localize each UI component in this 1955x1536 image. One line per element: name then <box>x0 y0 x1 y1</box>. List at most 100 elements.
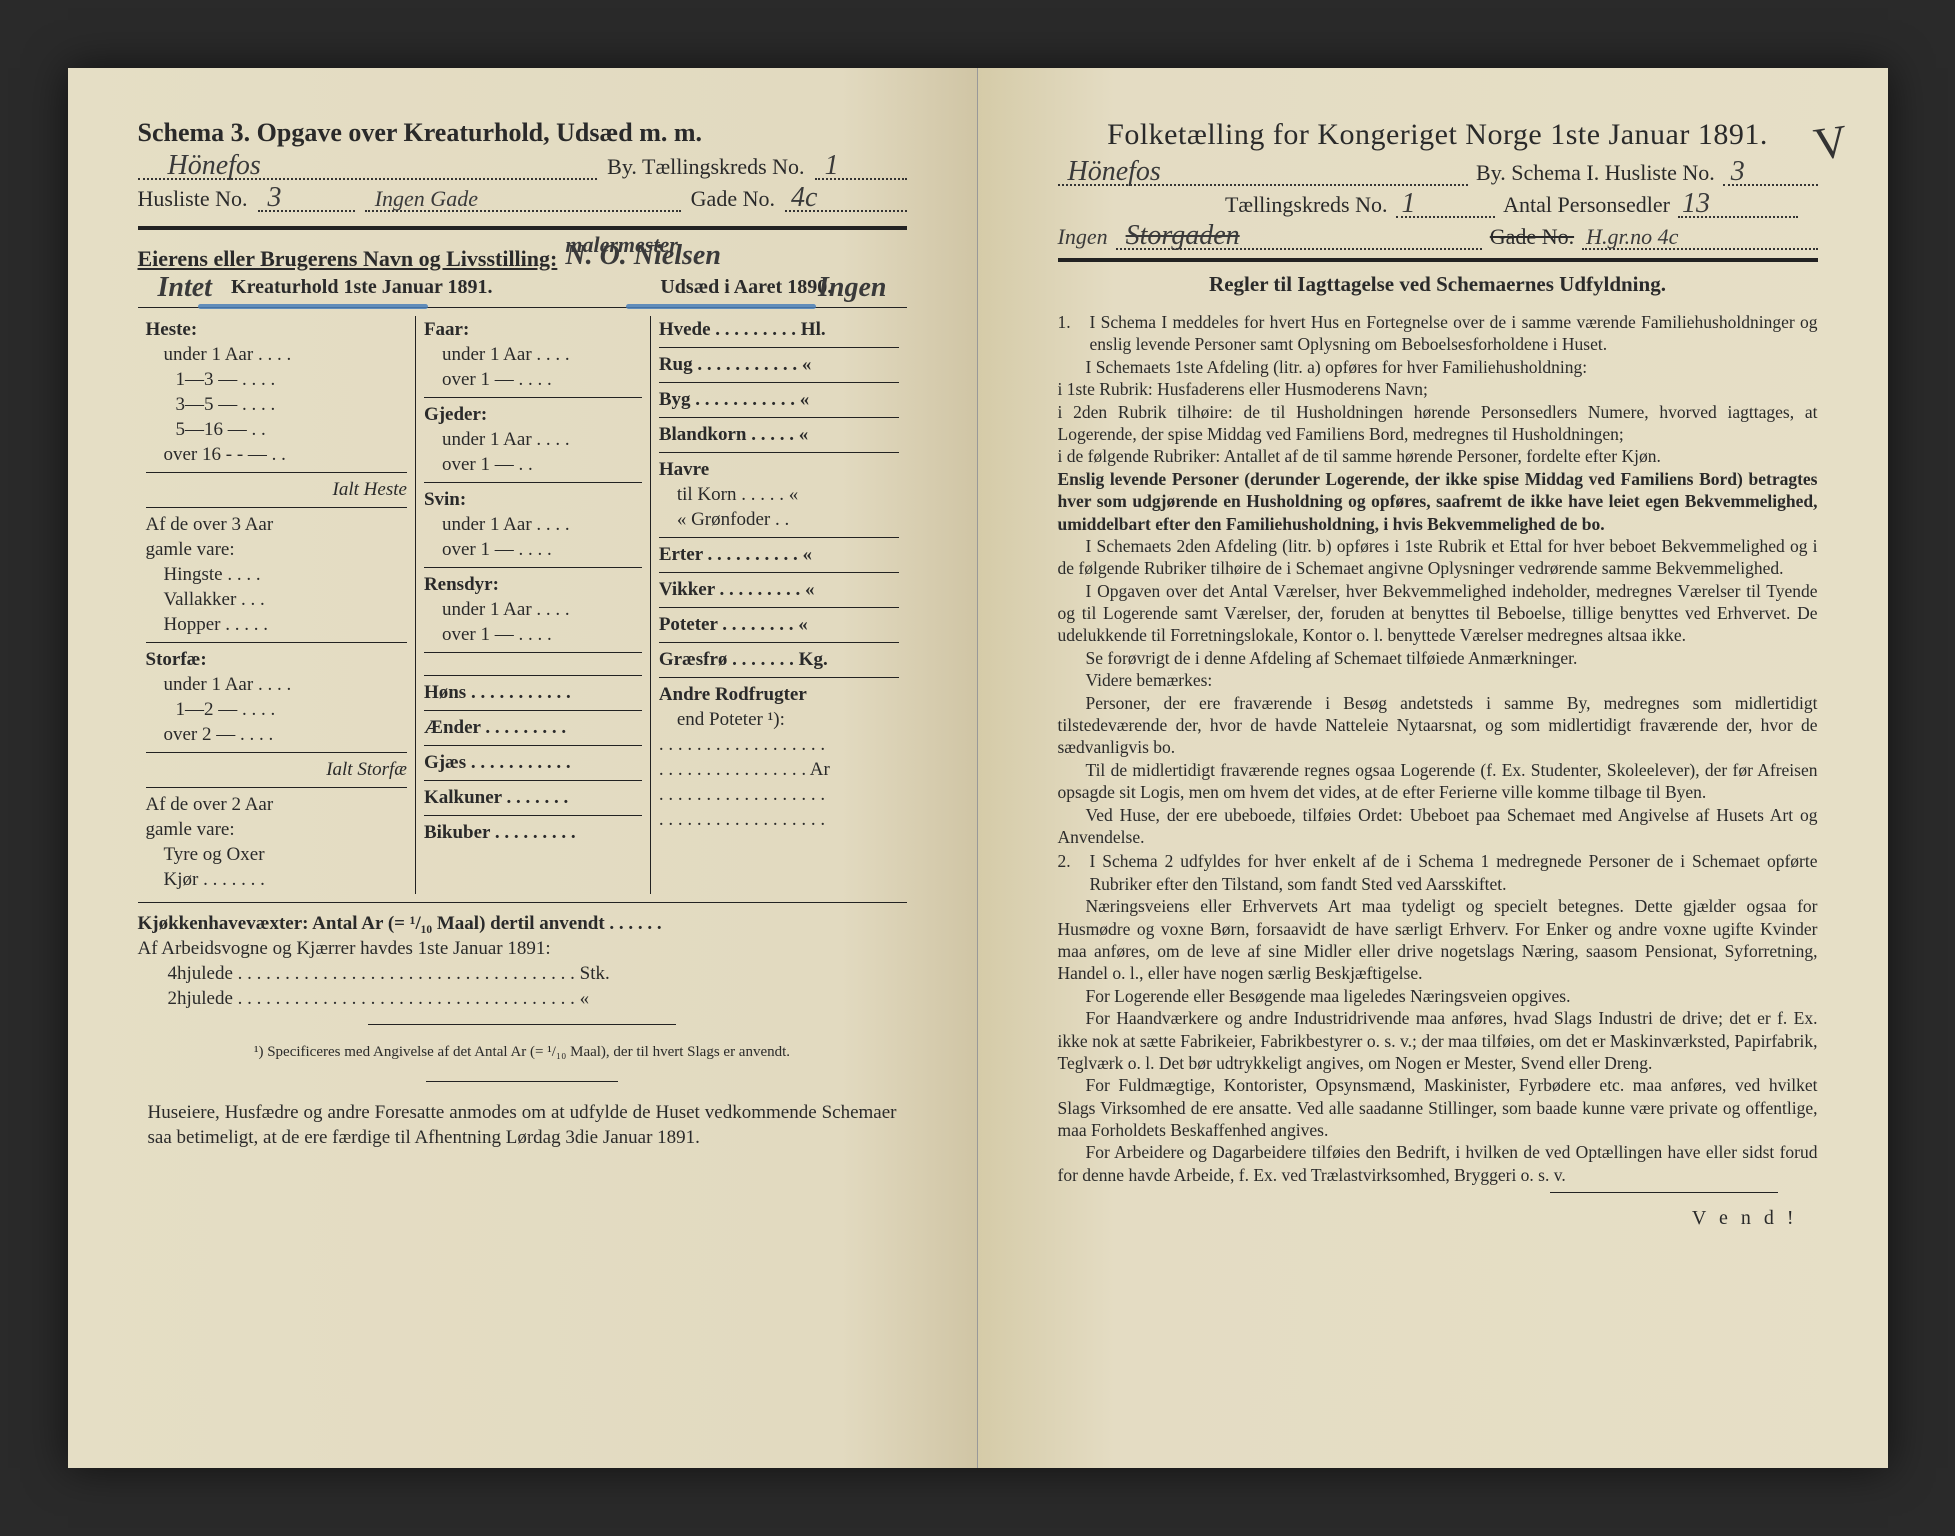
rule-text: Videre bemærkes: <box>1058 669 1818 691</box>
cell: over 1 — . . . . <box>442 539 552 561</box>
cell: over 2 — . . . . <box>164 724 274 746</box>
rule-text: Se forøvrigt de i denne Afdeling af Sche… <box>1058 647 1818 669</box>
rug: Rug . . . . . . . . . . . « <box>659 354 812 376</box>
census-form-spread: Schema 3. Opgave over Kreaturhold, Udsæd… <box>68 68 1888 1468</box>
cell: Vallakker . . . <box>164 589 265 611</box>
arbeidsvogne-label: Af Arbeidsvogne og Kjærrer havdes 1ste J… <box>138 938 551 960</box>
rule-text: For Fuldmægtige, Kontorister, Opsynsmænd… <box>1058 1074 1818 1141</box>
cell: Tyre og Oxer <box>164 844 265 866</box>
dotline: . . . . . . . . . . . . . . . . . . <box>659 784 825 806</box>
cell: 3—5 — . . . . <box>176 394 276 416</box>
gronfoder: « Grønfoder . . <box>677 509 789 531</box>
storgaden-strike: Storgaden <box>1126 220 1240 252</box>
by-line: Hönefos By. Tællingskreds No. 1 <box>138 154 907 180</box>
by-label: By. Tællingskreds No. <box>607 154 804 180</box>
cell: gamle vare: <box>146 819 235 841</box>
rule-text: I Opgaven over det Antal Værelser, hver … <box>1058 580 1818 647</box>
sub-header: Intet Kreaturhold 1ste Januar 1891. Inge… <box>138 276 907 299</box>
rule-text: Enslig levende Personer (derunder Logere… <box>1058 469 1818 534</box>
form-body: Heste: under 1 Aar . . . . 1—3 — . . . .… <box>138 316 907 894</box>
left-page: Schema 3. Opgave over Kreaturhold, Udsæd… <box>68 68 978 1468</box>
cell: under 1 Aar . . . . <box>442 344 570 366</box>
graesfro: Græsfrø . . . . . . . Kg. <box>659 649 828 671</box>
rule-text: i de følgende Rubriker: Antallet af de t… <box>1058 445 1818 467</box>
antal-label: Antal Personsedler <box>1503 192 1670 218</box>
rule-text: Til de midlertidigt fraværende regnes og… <box>1058 759 1818 804</box>
storfae-label: Storfæ: <box>146 649 207 671</box>
blandkorn: Blandkorn . . . . . « <box>659 424 808 446</box>
husliste-line: Husliste No. 3 Ingen Gade Gade No. 4c <box>138 186 907 212</box>
census-title: Folketælling for Kongeriget Norge 1ste J… <box>1058 118 1818 152</box>
bikuber-label: Bikuber . . . . . . . . . <box>424 822 576 844</box>
rule <box>1058 258 1818 262</box>
rule-text: I Schema I meddeles for hvert Hus en For… <box>1090 311 1818 356</box>
rule-text: For Haandværkere og andre Industridriven… <box>1058 1007 1818 1074</box>
right-line2: Tællingskreds No. 1 Antal Personsedler 1… <box>1058 192 1818 218</box>
footnote: ¹) Specificeres med Angivelse af det Ant… <box>178 1043 867 1063</box>
cell: Hingste . . . . <box>164 564 261 586</box>
end-poteter: end Poteter ¹): <box>677 709 785 731</box>
rule-text: For Arbeidere og Dagarbeidere tilføies d… <box>1058 1141 1818 1186</box>
owner-name-hw: N. O. Nielsen <box>565 240 721 271</box>
andre-rodfrugter: Andre Rodfrugter <box>659 684 807 706</box>
faar-label: Faar: <box>424 319 469 341</box>
persons-hw: 13 <box>1682 188 1710 220</box>
dotline: . . . . . . . . . . . . . . . . . . <box>659 734 825 756</box>
right-page: V Folketælling for Kongeriget Norge 1ste… <box>978 68 1888 1468</box>
svin-label: Svin: <box>424 489 466 511</box>
appeal-text: Huseiere, Husfædre og andre Foresatte an… <box>148 1100 897 1151</box>
havre: Havre <box>659 459 709 481</box>
rule-text: I Schemaets 2den Afdeling (litr. b) opfø… <box>1058 535 1818 580</box>
cell: over 1 — . . <box>442 454 533 476</box>
4hjulede: 4hjulede . . . . . . . . . . . . . . . .… <box>168 963 610 985</box>
gade-hw: Ingen Gade <box>375 186 478 212</box>
kreds-no-hw: 1 <box>825 150 839 182</box>
husliste-label: Husliste No. <box>138 186 248 212</box>
rule <box>426 1081 618 1082</box>
owner-label: Eierens eller Brugerens Navn og Livsstil… <box>138 246 558 272</box>
cell: under 1 Aar . . . . <box>164 344 292 366</box>
poteter: Poteter . . . . . . . . « <box>659 614 808 636</box>
intet-hw: Intet <box>158 272 212 304</box>
hons-label: Høns . . . . . . . . . . . <box>424 682 571 704</box>
cell: over 1 — . . . . <box>442 369 552 391</box>
regler-title: Regler til Iagttagelse ved Schemaernes U… <box>1058 272 1818 297</box>
rule-text: For Logerende eller Besøgende maa ligele… <box>1058 985 1818 1007</box>
husliste-no-hw: 3 <box>1731 156 1745 188</box>
column-faar-etc: Faar: under 1 Aar . . . . over 1 — . . .… <box>416 316 651 894</box>
cell: 1—2 — . . . . <box>176 699 276 721</box>
gjaes-label: Gjæs . . . . . . . . . . . <box>424 752 571 774</box>
gaard-hw: 4c <box>791 182 817 214</box>
cell: Kjør . . . . . . . <box>164 869 265 891</box>
ialt-heste: Ialt Heste <box>333 479 407 501</box>
kalkuner-label: Kalkuner . . . . . . . <box>424 787 568 809</box>
rule <box>138 226 907 230</box>
rule-text: Personer, der ere fraværende i Besøg and… <box>1058 692 1818 759</box>
cell: 5—16 — . . <box>176 419 266 441</box>
bottom-block: Kjøkkenhavevæxter: Antal Ar (= ¹/₁₀ Maal… <box>138 913 907 1010</box>
gaard-label: Gade No. <box>691 186 775 212</box>
cell: over 1 — . . . . <box>442 624 552 646</box>
blue-underline-right <box>626 304 816 309</box>
column-heste-storfae: Heste: under 1 Aar . . . . 1—3 — . . . .… <box>138 316 416 894</box>
cell: under 1 Aar . . . . <box>164 674 292 696</box>
cell: under 1 Aar . . . . <box>442 599 570 621</box>
ar-line: . . . . . . . . . . . . . . . . Ar <box>659 759 830 781</box>
cell: under 1 Aar . . . . <box>442 429 570 451</box>
cell: Hopper . . . . . <box>164 614 268 636</box>
vikker: Vikker . . . . . . . . . « <box>659 579 815 601</box>
2hjulede: 2hjulede . . . . . . . . . . . . . . . .… <box>168 988 590 1010</box>
dotline: . . . . . . . . . . . . . . . . . . <box>659 809 825 831</box>
rule-text: Næringsveiens eller Erhvervets Art maa t… <box>1058 895 1818 985</box>
owner-line: Eierens eller Brugerens Navn og Livsstil… <box>138 240 907 272</box>
taellingskreds-label: Tællingskreds No. <box>1225 192 1388 218</box>
tilkorn: til Korn . . . . . « <box>677 484 798 506</box>
by-handwriting: Hönefos <box>168 150 261 182</box>
right-line3: Ingen Storgaden Gade No. H.gr.no 4c <box>1058 224 1818 250</box>
rule-text: I Schemaets 1ste Afdeling (litr. a) opfø… <box>1058 356 1818 378</box>
blue-underline-left <box>198 304 428 309</box>
rule-text: Ved Huse, der ere ubeboede, tilføies Ord… <box>1058 804 1818 849</box>
rule-text: i 1ste Rubrik: Husfaderens eller Husmode… <box>1058 378 1818 400</box>
by-hw: Hönefos <box>1068 156 1161 188</box>
cell: Af de over 3 Aar <box>146 514 274 536</box>
